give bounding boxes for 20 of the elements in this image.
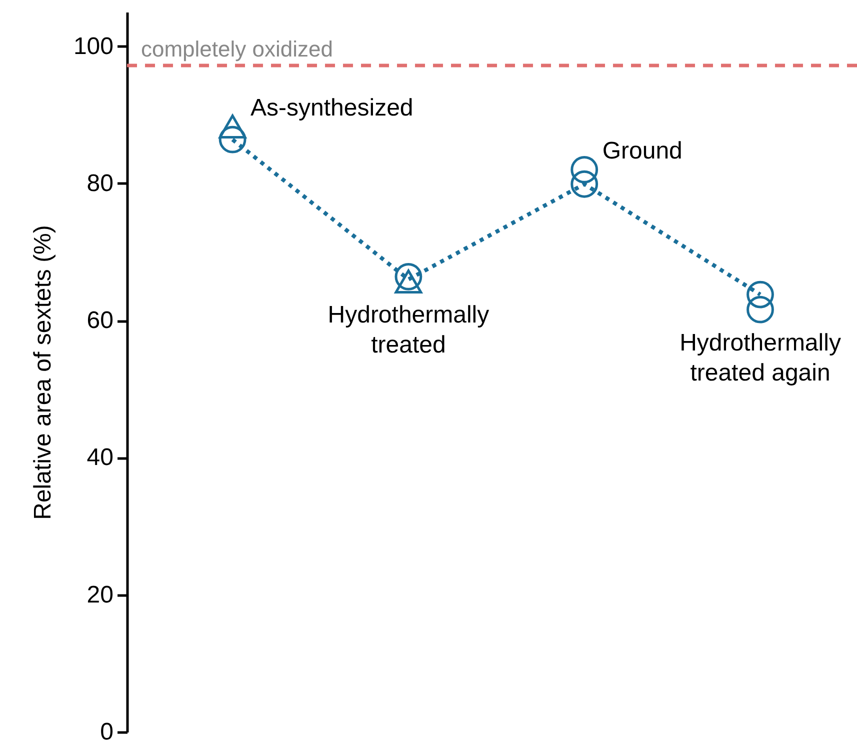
y-tick-label: 80	[86, 170, 114, 197]
annotation: Hydrothermally treated again	[680, 330, 841, 387]
y-tick-label: 0	[100, 718, 114, 744]
point	[746, 296, 774, 324]
y-tick-label: 100	[73, 32, 114, 60]
point	[746, 280, 774, 308]
annotation: Hydrothermally treated	[328, 301, 490, 358]
y-axis-title: Relative area of sextets (%)	[29, 225, 56, 520]
point	[394, 269, 422, 294]
annotation: Ground	[602, 138, 682, 165]
point	[570, 156, 598, 184]
y-tick-label: 20	[86, 581, 114, 608]
point	[570, 170, 598, 198]
point	[218, 126, 246, 154]
annotation: As-synthesized	[250, 94, 414, 122]
point	[394, 263, 422, 290]
point	[218, 114, 246, 139]
y-tick-label: 60	[86, 307, 114, 334]
y-tick-label: 40	[86, 444, 114, 472]
ref-line-label: completely oxidized	[141, 36, 333, 62]
